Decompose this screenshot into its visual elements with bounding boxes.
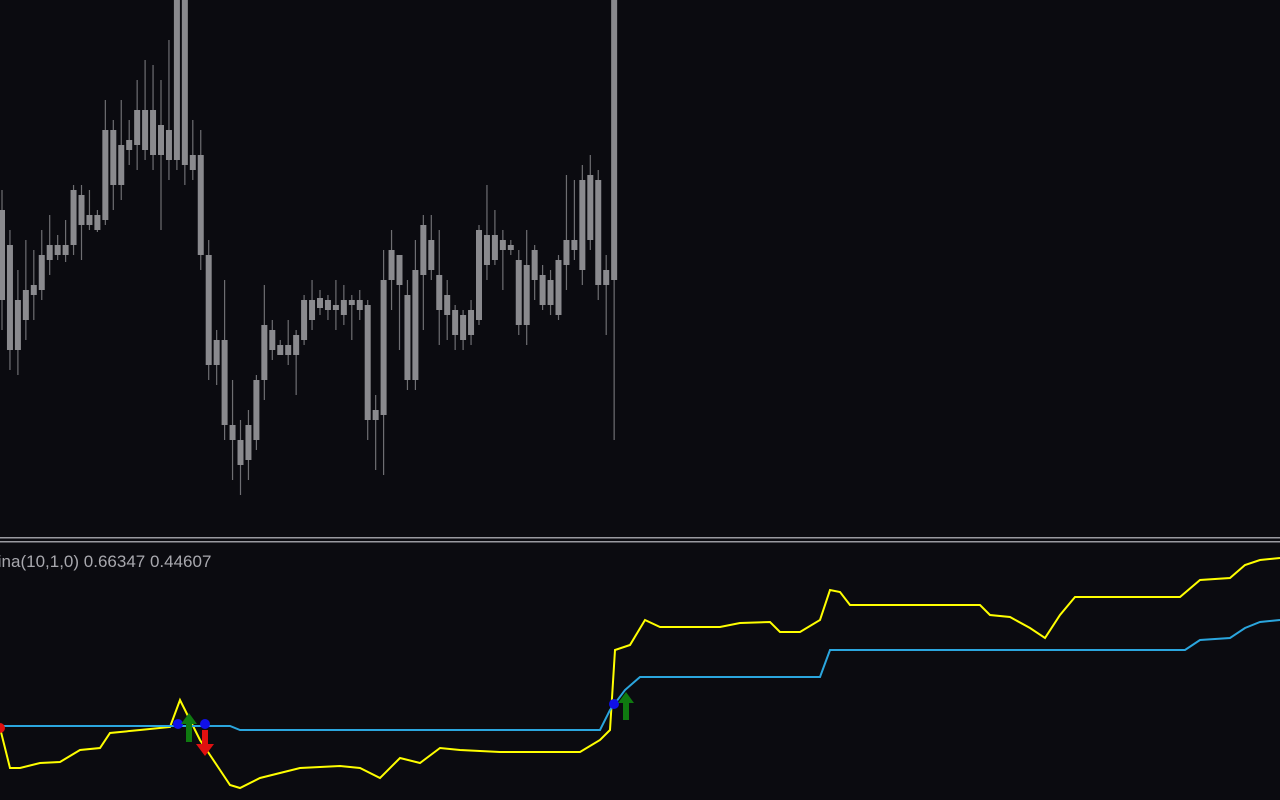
candle-body <box>388 250 395 280</box>
buy-arrow <box>618 692 634 720</box>
candle-body <box>22 290 29 320</box>
candle-body <box>221 340 228 425</box>
candle-body <box>70 190 77 245</box>
candle-body <box>436 275 443 310</box>
candle-body <box>181 0 188 165</box>
candle-body <box>571 240 578 250</box>
candle-body <box>412 270 419 380</box>
candle-body <box>428 240 435 270</box>
candle-body <box>245 425 252 460</box>
signal-dot <box>200 719 210 729</box>
signal-dot <box>173 719 183 729</box>
signal-dot <box>0 723 5 733</box>
candle-body <box>205 255 212 365</box>
candle-body <box>102 130 109 220</box>
candle-body <box>332 305 339 310</box>
candle-body <box>38 255 45 290</box>
candle-body <box>173 0 180 160</box>
candle-body <box>364 305 371 420</box>
sell-arrow <box>196 730 214 756</box>
candle-body <box>237 440 244 465</box>
candle-body <box>483 235 490 265</box>
candle-body <box>197 155 204 255</box>
candle-body <box>547 280 554 305</box>
candle-body <box>134 110 141 145</box>
candle-body <box>54 245 61 255</box>
candle-body <box>460 315 467 340</box>
candle-body <box>380 280 387 415</box>
candle-body <box>142 110 149 150</box>
candle-body <box>62 245 69 255</box>
candle-body <box>78 195 85 225</box>
candle-body <box>491 235 498 260</box>
pane-divider <box>0 541 1280 543</box>
candle-body <box>539 275 546 305</box>
candle-body <box>301 300 308 340</box>
candle-body <box>444 295 451 315</box>
candle-body <box>372 410 379 420</box>
signal-markers <box>0 692 634 756</box>
candle-body <box>507 245 514 250</box>
pane-divider <box>0 537 1280 539</box>
candle-body <box>277 345 284 355</box>
candle-body <box>293 335 300 355</box>
candle-body <box>110 130 117 185</box>
candle-body <box>285 345 292 355</box>
candle-body <box>587 175 594 240</box>
candle-body <box>396 255 403 285</box>
candle-body <box>309 300 316 320</box>
candle-body <box>420 225 427 275</box>
candle-body <box>499 240 506 250</box>
candle-body <box>468 310 475 335</box>
signal-dot <box>609 699 619 709</box>
candle-body <box>253 380 260 440</box>
candle-body <box>14 300 21 350</box>
candle-body <box>0 210 5 300</box>
candle-body <box>515 260 522 325</box>
indicator-pane <box>0 557 1280 790</box>
indicator-line <box>0 619 1280 731</box>
candle-body <box>523 265 530 325</box>
candle-body <box>452 310 459 335</box>
indicator-line <box>0 557 1280 790</box>
candle-body <box>150 110 157 155</box>
candle-body <box>595 180 602 285</box>
candle-body <box>126 140 133 150</box>
candle-body <box>118 145 125 185</box>
candle-body <box>476 230 482 320</box>
candle-body <box>356 300 363 310</box>
candle-body <box>6 245 13 350</box>
candle-body <box>324 300 331 310</box>
candle-body <box>611 0 618 280</box>
candle-body <box>404 295 411 380</box>
candle-body <box>213 340 220 365</box>
candle-body <box>94 215 101 230</box>
candle-body <box>555 260 562 315</box>
candle-body <box>189 155 196 170</box>
candle-body <box>229 425 236 440</box>
candle-body <box>563 240 570 265</box>
indicator-label: lina(10,1,0) 0.66347 0.44607 <box>0 552 211 571</box>
candle-body <box>158 125 164 155</box>
candle-body <box>30 285 37 295</box>
buy-arrow <box>181 713 197 742</box>
candle-body <box>317 298 323 308</box>
candle-body <box>531 250 538 280</box>
price-pane <box>0 0 618 495</box>
candle-body <box>86 215 93 225</box>
candle-body <box>603 270 610 285</box>
candle-body <box>165 130 172 160</box>
candle-body <box>46 245 53 260</box>
candle-body <box>348 300 355 305</box>
candle-body <box>579 180 586 270</box>
candle-body <box>261 325 268 380</box>
candle-body <box>340 300 347 315</box>
candle-body <box>269 330 276 350</box>
